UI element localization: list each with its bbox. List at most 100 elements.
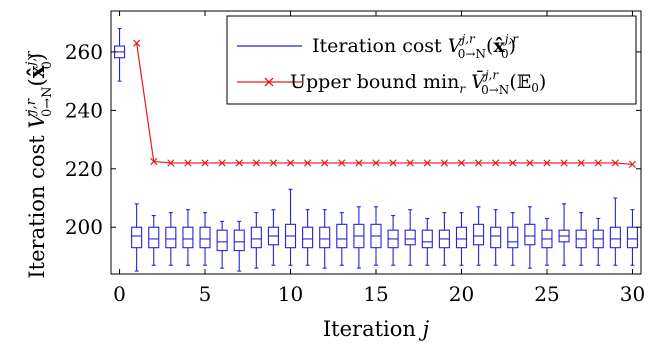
- box-iqr: [250, 226, 262, 249]
- box-iteration-8: [250, 212, 262, 269]
- box-series: [113, 27, 639, 272]
- upper-bound-marker: [389, 159, 397, 167]
- y-tick-label: 220: [65, 157, 103, 181]
- upper-bound-marker: [440, 159, 449, 167]
- legend-label-iteration-cost: Iteration cost Vj,r 0→N(x̂j,r 0): [312, 32, 519, 61]
- upper-bound-marker: [150, 157, 158, 166]
- box-iteration-6: [216, 220, 228, 269]
- box-iteration-27: [575, 212, 587, 266]
- marker-stroke: [577, 159, 585, 167]
- box-iqr: [233, 229, 245, 252]
- box-iteration-23: [507, 212, 519, 266]
- y-tick-label: 260: [65, 40, 103, 64]
- box-iteration-20: [455, 212, 468, 266]
- upper-bound-marker: [611, 159, 619, 167]
- upper-bound-marker: [252, 159, 260, 167]
- marker-stroke: [269, 159, 278, 167]
- box-iteration-26: [558, 203, 570, 266]
- marker-stroke: [338, 159, 346, 167]
- box-iteration-2: [148, 215, 160, 266]
- marker-stroke: [440, 159, 449, 167]
- marker-stroke: [235, 159, 243, 167]
- marker-stroke: [321, 159, 329, 167]
- upper-bound-marker: [269, 159, 278, 167]
- box-iqr: [609, 226, 621, 249]
- box-iteration-16: [387, 215, 399, 266]
- upper-bound-marker: [235, 159, 243, 167]
- upper-bound-marker: [338, 159, 346, 167]
- legend-label-upper-bound: Upper bound minr V̄j,r 0→N(𝔼0): [290, 68, 546, 97]
- upper-bound-marker: [321, 159, 329, 167]
- upper-bound-marker: [577, 159, 585, 167]
- legend-box: [226, 15, 637, 105]
- box-iteration-0: [113, 27, 126, 82]
- box-iteration-28: [592, 217, 604, 266]
- box-iteration-7: [233, 220, 245, 272]
- y-axis: 200 220 240 260: [65, 40, 641, 239]
- upper-bound-marker: [372, 159, 380, 167]
- marker-stroke: [286, 159, 295, 167]
- box-iteration-10: [284, 188, 297, 266]
- box-iteration-19: [438, 212, 450, 266]
- box-iqr: [524, 223, 536, 246]
- x-tick-label: 10: [278, 282, 303, 306]
- box-iqr: [319, 226, 331, 249]
- x-tick-label: 30: [620, 282, 645, 306]
- box-iqr: [199, 226, 211, 249]
- plot-area: [113, 27, 639, 272]
- box-iqr: [131, 226, 143, 249]
- legend-marker-upper-bound: [264, 77, 274, 87]
- marker-stroke: [201, 159, 209, 167]
- marker-stroke: [389, 159, 397, 167]
- box-iqr: [216, 229, 228, 252]
- box-iteration-14: [353, 206, 365, 269]
- x-tick-label: 20: [449, 282, 474, 306]
- box-iqr: [182, 226, 194, 249]
- x-tick-label: 25: [534, 282, 559, 306]
- upper-bound-marker: [167, 159, 175, 167]
- box-iteration-13: [336, 212, 348, 266]
- box-iteration-3: [165, 212, 177, 266]
- upper-bound-marker: [406, 159, 414, 167]
- box-iteration-25: [541, 217, 553, 266]
- upper-bound-marker: [201, 159, 209, 167]
- box-iteration-12: [319, 209, 331, 269]
- box-iteration-18: [421, 217, 433, 266]
- marker-stroke: [150, 157, 158, 166]
- box-iqr: [148, 226, 160, 249]
- y-tick-label: 200: [65, 215, 103, 239]
- marker-stroke: [372, 159, 380, 167]
- box-iqr: [336, 223, 348, 249]
- marker-stroke: [167, 159, 175, 167]
- x-axis: 0 5 10 15 20 25 30: [113, 11, 645, 306]
- upper-bound-marker: [560, 159, 568, 167]
- box-iqr: [626, 226, 639, 249]
- x-axis-title: Iteration j: [323, 317, 430, 341]
- box-iteration-9: [267, 209, 279, 266]
- upper-bound-marker: [492, 159, 500, 167]
- box-iqr: [302, 226, 314, 249]
- box-iteration-5: [199, 212, 211, 266]
- box-iteration-29: [609, 197, 621, 266]
- box-iqr: [404, 229, 416, 246]
- marker-stroke: [184, 159, 192, 167]
- y-tick-label: 240: [65, 98, 103, 122]
- box-iteration-1: [131, 203, 143, 272]
- box-iqr: [473, 223, 485, 246]
- legend: Iteration cost Vj,r 0→N(x̂j,r 0) Upper bou…: [226, 15, 637, 105]
- upper-bound-marker: [286, 159, 295, 167]
- marker-stroke: [526, 159, 534, 167]
- upper-bound-line: [136, 43, 633, 166]
- upper-bound-marker: [133, 39, 141, 47]
- upper-bound-marker: [303, 159, 312, 167]
- marker-stroke: [474, 159, 483, 167]
- box-iteration-24: [524, 206, 536, 269]
- marker-stroke: [492, 159, 500, 167]
- upper-bound-marker: [423, 159, 431, 167]
- marker-stroke: [611, 159, 619, 167]
- marker-stroke: [355, 159, 363, 167]
- box-iqr: [455, 226, 468, 249]
- x-tick-label: 15: [363, 282, 388, 306]
- marker-stroke: [218, 159, 226, 167]
